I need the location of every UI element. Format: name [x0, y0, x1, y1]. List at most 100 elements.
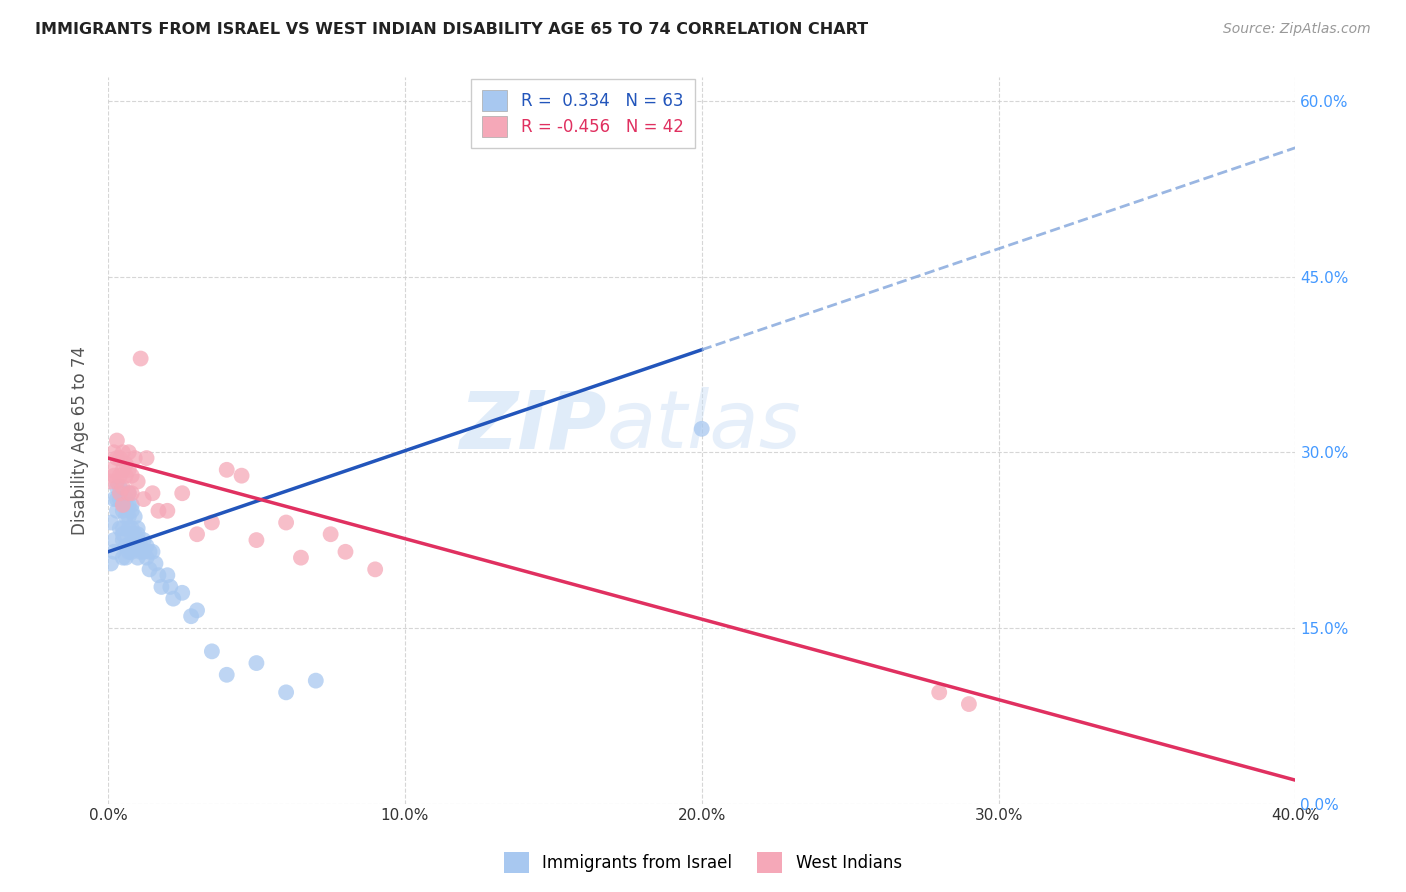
Point	[111, 533, 134, 547]
Point	[127, 521, 149, 535]
Point	[118, 445, 141, 459]
Point	[111, 504, 134, 518]
Point	[108, 480, 131, 494]
Point	[162, 591, 184, 606]
Point	[690, 422, 713, 436]
Point	[172, 486, 194, 500]
Point	[114, 457, 136, 471]
Point	[103, 468, 125, 483]
Point	[156, 568, 179, 582]
Point	[124, 509, 146, 524]
Point	[114, 539, 136, 553]
Point	[121, 521, 143, 535]
Point	[121, 545, 143, 559]
Point	[215, 463, 238, 477]
Point	[231, 468, 253, 483]
Point	[118, 509, 141, 524]
Point	[108, 486, 131, 500]
Point	[127, 533, 149, 547]
Point	[159, 580, 181, 594]
Point	[274, 685, 297, 699]
Point	[118, 498, 141, 512]
Point	[305, 673, 328, 688]
Point	[928, 685, 950, 699]
Point	[118, 486, 141, 500]
Point	[335, 545, 357, 559]
Point	[148, 568, 170, 582]
Point	[118, 486, 141, 500]
Point	[103, 533, 125, 547]
Point	[132, 545, 155, 559]
Point	[114, 509, 136, 524]
Point	[100, 557, 122, 571]
Point	[100, 516, 122, 530]
Point	[129, 539, 152, 553]
Point	[129, 545, 152, 559]
Point	[121, 527, 143, 541]
Point	[127, 550, 149, 565]
Point	[105, 475, 128, 489]
Point	[118, 463, 141, 477]
Point	[186, 603, 208, 617]
Point	[290, 550, 312, 565]
Text: IMMIGRANTS FROM ISRAEL VS WEST INDIAN DISABILITY AGE 65 TO 74 CORRELATION CHART: IMMIGRANTS FROM ISRAEL VS WEST INDIAN DI…	[35, 22, 869, 37]
Point	[118, 521, 141, 535]
Point	[138, 562, 160, 576]
Point	[138, 545, 160, 559]
Point	[105, 492, 128, 507]
Point	[103, 492, 125, 507]
Point	[111, 550, 134, 565]
Point	[105, 434, 128, 448]
Point	[201, 516, 224, 530]
Point	[111, 445, 134, 459]
Point	[118, 539, 141, 553]
Point	[245, 533, 267, 547]
Text: ZIP: ZIP	[460, 387, 607, 465]
Point	[111, 463, 134, 477]
Point	[114, 550, 136, 565]
Point	[108, 468, 131, 483]
Point	[108, 521, 131, 535]
Point	[100, 475, 122, 489]
Point	[103, 445, 125, 459]
Point	[172, 586, 194, 600]
Point	[135, 451, 157, 466]
Point	[141, 486, 163, 500]
Point	[111, 480, 134, 494]
Point	[215, 667, 238, 681]
Point	[150, 580, 173, 594]
Point	[111, 521, 134, 535]
Point	[141, 545, 163, 559]
Point	[129, 351, 152, 366]
Point	[108, 451, 131, 466]
Point	[105, 504, 128, 518]
Text: Source: ZipAtlas.com: Source: ZipAtlas.com	[1223, 22, 1371, 37]
Point	[201, 644, 224, 658]
Point	[100, 463, 122, 477]
Legend: R =  0.334   N = 63, R = -0.456   N = 42: R = 0.334 N = 63, R = -0.456 N = 42	[471, 78, 695, 148]
Point	[121, 504, 143, 518]
Point	[114, 468, 136, 483]
Point	[121, 498, 143, 512]
Y-axis label: Disability Age 65 to 74: Disability Age 65 to 74	[72, 346, 89, 535]
Point	[111, 527, 134, 541]
Point	[156, 504, 179, 518]
Point	[124, 527, 146, 541]
Point	[132, 492, 155, 507]
Point	[145, 557, 167, 571]
Point	[135, 539, 157, 553]
Point	[135, 550, 157, 565]
Point	[274, 516, 297, 530]
Point	[132, 533, 155, 547]
Point	[127, 527, 149, 541]
Point	[127, 475, 149, 489]
Point	[118, 545, 141, 559]
Point	[105, 451, 128, 466]
Point	[111, 498, 134, 512]
Point	[114, 498, 136, 512]
Point	[114, 492, 136, 507]
Point	[121, 468, 143, 483]
Point	[957, 697, 980, 711]
Point	[103, 545, 125, 559]
Point	[364, 562, 387, 576]
